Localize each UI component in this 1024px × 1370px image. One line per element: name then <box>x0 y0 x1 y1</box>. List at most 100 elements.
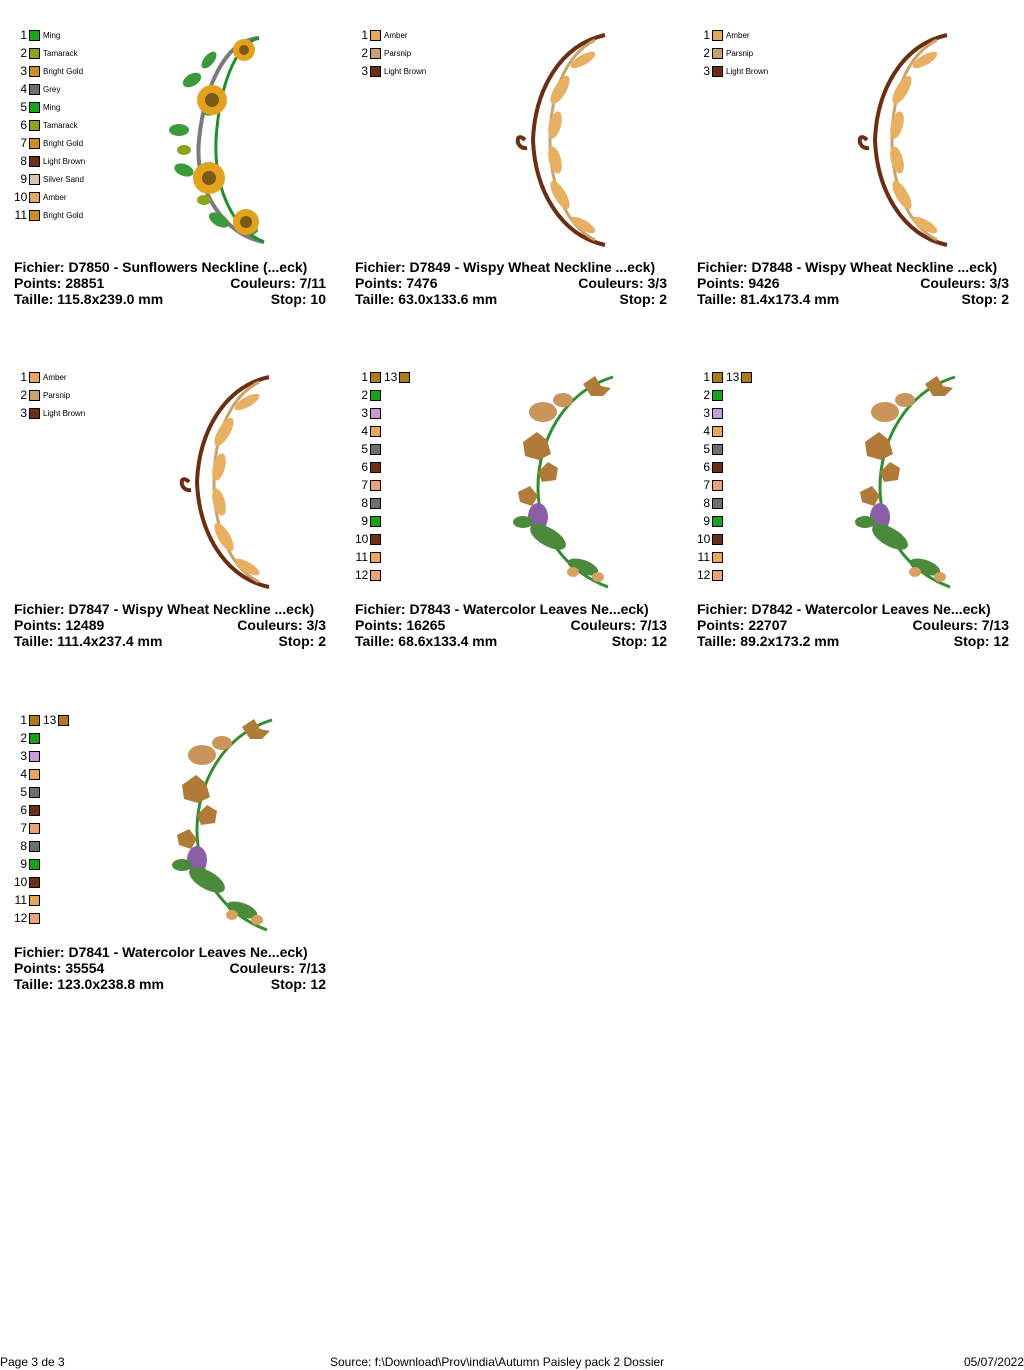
design-info: Fichier: D7843 - Watercolor Leaves Ne...… <box>355 601 671 649</box>
stop-count: Stop: 10 <box>270 291 326 307</box>
legend-row: 8 <box>355 494 381 512</box>
leaves-neckline-preview <box>855 375 956 589</box>
legend-row: 6 <box>355 458 381 476</box>
design-info: Fichier: D7850 - Sunflowers Neckline (..… <box>14 259 330 307</box>
color-swatch <box>370 389 381 401</box>
colors-count: Couleurs: 7/13 <box>229 960 326 976</box>
color-swatch <box>29 119 40 131</box>
colors-count: Couleurs: 3/3 <box>578 275 667 291</box>
legend-row: 6 Tamarack <box>20 117 78 132</box>
color-swatch <box>712 515 723 527</box>
page-number: Page 3 de 3 <box>0 1355 65 1369</box>
design-info: Fichier: D7847 - Wispy Wheat Neckline ..… <box>14 601 330 649</box>
color-swatch <box>370 569 381 581</box>
points-count: Points: 22707 <box>697 617 788 633</box>
legend-row: 10 <box>14 873 40 891</box>
color-swatch <box>29 407 40 419</box>
color-swatch <box>29 371 40 383</box>
color-swatch <box>29 714 40 726</box>
color-swatch <box>712 533 723 545</box>
color-swatch <box>712 425 723 437</box>
leaves-neckline-preview <box>513 375 614 589</box>
file-name: Fichier: D7847 - Wispy Wheat Neckline ..… <box>14 601 315 617</box>
legend-row: 4 Grey <box>20 81 61 96</box>
points-count: Points: 35554 <box>14 960 105 976</box>
color-swatch <box>29 804 40 816</box>
legend-row: 4 <box>697 422 723 440</box>
design-size: Taille: 89.2x173.2 mm <box>697 633 840 649</box>
color-swatch <box>29 858 40 870</box>
color-swatch <box>370 479 381 491</box>
legend-row: 1 13 <box>697 368 753 386</box>
color-swatch <box>58 714 70 726</box>
points-count: Points: 12489 <box>14 617 105 633</box>
color-swatch <box>29 768 40 780</box>
color-swatch <box>712 443 723 455</box>
file-name: Fichier: D7842 - Watercolor Leaves Ne...… <box>697 601 991 617</box>
file-name: Fichier: D7841 - Watercolor Leaves Ne...… <box>14 944 308 960</box>
color-swatch <box>370 551 381 563</box>
legend-row: 4 <box>14 765 40 783</box>
color-swatch <box>29 750 40 762</box>
legend-row: 1 Amber <box>703 27 750 42</box>
print-date: 05/07/2022 <box>963 1355 1024 1369</box>
file-name: Fichier: D7849 - Wispy Wheat Neckline ..… <box>355 259 656 275</box>
design-card-d7847: 1 Amber 2 Parsnip 3 Light Brown Fichier: D7… <box>14 368 330 668</box>
file-name: Fichier: D7850 - Sunflowers Neckline (..… <box>14 259 308 275</box>
legend-row: 10 <box>355 530 381 548</box>
design-size: Taille: 111.4x237.4 mm <box>14 633 163 649</box>
wheat-neckline-preview <box>179 375 270 589</box>
design-size: Taille: 81.4x173.4 mm <box>697 291 840 307</box>
colors-count: Couleurs: 3/3 <box>237 617 326 633</box>
color-swatch <box>741 371 753 383</box>
legend-row: 6 <box>697 458 723 476</box>
color-swatch <box>370 461 381 473</box>
color-swatch <box>712 47 723 59</box>
design-info: Fichier: D7848 - Wispy Wheat Neckline ..… <box>697 259 1013 307</box>
color-swatch <box>29 83 40 95</box>
colors-count: Couleurs: 7/11 <box>230 275 326 291</box>
color-swatch <box>712 461 723 473</box>
stop-count: Stop: 2 <box>619 291 667 307</box>
legend-row: 1 13 <box>14 711 70 729</box>
color-swatch <box>370 443 381 455</box>
legend-row: 3 Light Brown <box>361 63 427 78</box>
design-card-d7849: 1 Amber 2 Parsnip 3 Light Brown Fichier: D7… <box>355 26 671 326</box>
design-info: Fichier: D7842 - Watercolor Leaves Ne...… <box>697 601 1013 649</box>
legend-row: 7 <box>14 819 40 837</box>
points-count: Points: 9426 <box>697 275 780 291</box>
color-swatch <box>370 515 381 527</box>
color-swatch <box>29 29 40 41</box>
legend-row: 7 Bright Gold <box>20 135 84 150</box>
color-swatch <box>370 65 381 77</box>
colors-count: Couleurs: 7/13 <box>912 617 1009 633</box>
legend-row: 2 <box>355 386 381 404</box>
legend-row: 2 Parsnip <box>20 387 71 402</box>
legend-row: 5 <box>697 440 723 458</box>
wheat-neckline-preview <box>857 33 948 247</box>
file-name: Fichier: D7843 - Watercolor Leaves Ne...… <box>355 601 649 617</box>
color-swatch <box>712 371 723 383</box>
design-size: Taille: 123.0x238.8 mm <box>14 976 164 992</box>
legend-row: 9 <box>697 512 723 530</box>
design-card-d7843: 1 13 2 3 4 5 6 7 8 9 10 11 12 Fichier: D7… <box>355 368 671 668</box>
legend-row: 12 <box>697 566 723 584</box>
legend-row: 3 <box>697 404 723 422</box>
color-swatch <box>370 29 381 41</box>
color-swatch <box>29 876 40 888</box>
color-swatch <box>712 569 723 581</box>
color-swatch <box>370 425 381 437</box>
design-card-d7842: 1 13 2 3 4 5 6 7 8 9 10 11 12 Fichier: D7… <box>697 368 1013 668</box>
legend-row: 1 Ming <box>20 27 61 42</box>
legend-row: 7 <box>697 476 723 494</box>
legend-row: 9 Silver Sand <box>20 171 84 186</box>
legend-row: 1 Amber <box>20 369 67 384</box>
legend-row: 11 <box>355 548 381 566</box>
legend-row: 2 <box>697 386 723 404</box>
design-size: Taille: 115.8x239.0 mm <box>14 291 164 307</box>
legend-row: 3 <box>14 747 40 765</box>
color-swatch <box>29 155 40 167</box>
legend-row: 8 Light Brown <box>20 153 86 168</box>
design-card-d7841: 1 13 2 3 4 5 6 7 8 9 10 11 12 Fichier: D7… <box>14 711 330 1011</box>
design-size: Taille: 63.0x133.6 mm <box>355 291 498 307</box>
